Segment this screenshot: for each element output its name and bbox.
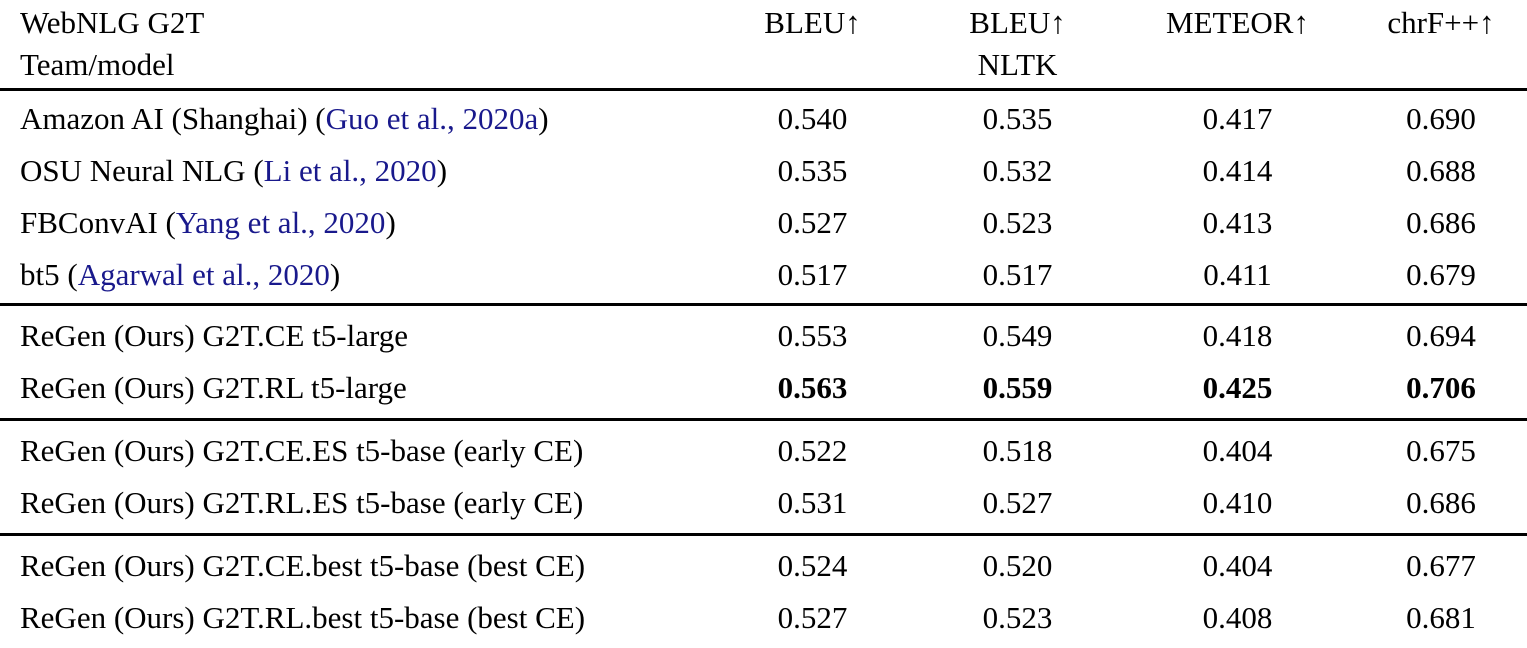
table-row: ReGen (Ours) G2T.RL.best t5-base (best C…: [0, 592, 1527, 644]
metric-value-bleu-nltk: 0.517: [982, 257, 1053, 292]
team-cell: FBConvAI (Yang et al., 2020): [0, 197, 710, 249]
metric-value-meteor: 0.414: [1202, 153, 1273, 188]
group-divider-rule: [0, 303, 1527, 306]
team-name: OSU Neural NLG (: [20, 153, 264, 188]
group-divider-rule: [0, 418, 1527, 421]
metric-value-bleu-nltk: 0.535: [982, 101, 1053, 136]
team-suffix: ): [329, 257, 341, 292]
metric-value-bleu: 0.522: [777, 433, 848, 468]
table-row: ReGen (Ours) G2T.CE.ES t5-base (early CE…: [0, 425, 1527, 477]
table-row: bt5 (Agarwal et al., 2020) 0.517 0.517 0…: [0, 249, 1527, 301]
table-row: ReGen (Ours) G2T.CE.best t5-base (best C…: [0, 540, 1527, 592]
team-cell: ReGen (Ours) G2T.RL.best t5-base (best C…: [0, 592, 710, 644]
metric-value-chrf: 0.694: [1406, 318, 1476, 353]
metric-value-bleu: 0.517: [777, 257, 848, 292]
metric-value-chrf: 0.679: [1406, 257, 1476, 292]
metric-value-bleu: 0.527: [777, 205, 848, 240]
metric-value-bleu-nltk: 0.527: [982, 485, 1053, 520]
table-header: WebNLG G2T Team/model BLEU↑ BLEU↑ NLTK M…: [0, 0, 1527, 88]
table-row: ReGen (Ours) G2T.CE t5-large 0.553 0.549…: [0, 310, 1527, 362]
metric-value-bleu: 0.527: [777, 600, 848, 635]
team-cell: ReGen (Ours) G2T.RL.ES t5-base (early CE…: [0, 477, 710, 529]
metric-value-bleu: 0.553: [777, 318, 848, 353]
team-name: ReGen (Ours) G2T.CE t5-large: [20, 318, 408, 353]
metric-value-meteor: 0.425: [1202, 370, 1273, 405]
column-header-bleu-nltk: BLEU↑ NLTK: [969, 5, 1066, 82]
citation-link[interactable]: Agarwal et al., 2020: [77, 257, 330, 292]
metric-value-chrf: 0.686: [1406, 485, 1476, 520]
team-name: bt5 (: [20, 257, 78, 292]
metric-value-chrf: 0.688: [1406, 153, 1476, 188]
column-header-meteor: METEOR↑: [1166, 5, 1309, 40]
metric-value-bleu: 0.524: [777, 548, 848, 583]
table-group-prior-work: Amazon AI (Shanghai) (Guo et al., 2020a)…: [0, 91, 1527, 303]
table-group-regen-base-early: ReGen (Ours) G2T.CE.ES t5-base (early CE…: [0, 421, 1527, 533]
metric-value-meteor: 0.418: [1202, 318, 1273, 353]
header-rule: [0, 88, 1527, 91]
metric-value-bleu: 0.535: [777, 153, 848, 188]
metric-value-chrf: 0.706: [1406, 370, 1476, 405]
metric-value-bleu-nltk: 0.520: [982, 548, 1053, 583]
metric-value-bleu: 0.531: [777, 485, 848, 520]
metric-value-bleu-nltk: 0.518: [982, 433, 1053, 468]
metric-value-bleu: 0.540: [777, 101, 848, 136]
metric-value-meteor: 0.413: [1202, 205, 1273, 240]
team-name: ReGen (Ours) G2T.RL.best t5-base (best C…: [20, 600, 586, 635]
citation-link[interactable]: Yang et al., 2020: [175, 205, 386, 240]
team-name: FBConvAI (: [20, 205, 176, 240]
column-header-chrf: chrF++↑: [1387, 5, 1495, 40]
team-name: ReGen (Ours) G2T.CE.best t5-base (best C…: [20, 548, 586, 583]
metric-value-chrf: 0.677: [1406, 548, 1476, 583]
table-row: FBConvAI (Yang et al., 2020) 0.527 0.523…: [0, 197, 1527, 249]
metric-value-bleu-nltk: 0.549: [982, 318, 1053, 353]
table-group-regen-base-best: ReGen (Ours) G2T.CE.best t5-base (best C…: [0, 536, 1527, 648]
metric-value-bleu-nltk: 0.559: [982, 370, 1053, 405]
header-team-cell: WebNLG G2T Team/model: [0, 2, 710, 86]
team-name: ReGen (Ours) G2T.RL t5-large: [20, 370, 407, 405]
table-row: OSU Neural NLG (Li et al., 2020) 0.535 0…: [0, 145, 1527, 197]
metric-value-bleu-nltk: 0.523: [982, 600, 1053, 635]
metric-value-chrf: 0.675: [1406, 433, 1476, 468]
metric-value-meteor: 0.417: [1202, 101, 1273, 136]
group-divider-rule: [0, 533, 1527, 536]
metric-value-meteor: 0.404: [1202, 548, 1273, 583]
citation-link[interactable]: Guo et al., 2020a: [325, 101, 539, 136]
metric-value-meteor: 0.408: [1202, 600, 1273, 635]
table-group-regen-large: ReGen (Ours) G2T.CE t5-large 0.553 0.549…: [0, 306, 1527, 418]
metric-value-bleu-nltk: 0.532: [982, 153, 1053, 188]
team-name: ReGen (Ours) G2T.CE.ES t5-base (early CE…: [20, 433, 584, 468]
team-cell: ReGen (Ours) G2T.RL t5-large: [0, 362, 710, 414]
metric-value-chrf: 0.686: [1406, 205, 1476, 240]
metric-value-meteor: 0.410: [1202, 485, 1273, 520]
citation-link[interactable]: Li et al., 2020: [263, 153, 437, 188]
metric-value-meteor: 0.404: [1202, 433, 1273, 468]
metric-value-bleu: 0.563: [777, 370, 848, 405]
team-cell: ReGen (Ours) G2T.CE.ES t5-base (early CE…: [0, 425, 710, 477]
team-name: ReGen (Ours) G2T.RL.ES t5-base (early CE…: [20, 485, 584, 520]
team-model-label: Team/model: [20, 47, 175, 82]
team-suffix: ): [385, 205, 396, 240]
team-cell: ReGen (Ours) G2T.CE t5-large: [0, 310, 710, 362]
table-row-best: ReGen (Ours) G2T.RL t5-large 0.563 0.559…: [0, 362, 1527, 414]
team-cell: OSU Neural NLG (Li et al., 2020): [0, 145, 710, 197]
metric-value-meteor: 0.411: [1203, 257, 1272, 292]
team-suffix: ): [436, 153, 448, 188]
metric-value-chrf: 0.681: [1406, 600, 1476, 635]
team-cell: Amazon AI (Shanghai) (Guo et al., 2020a): [0, 93, 710, 145]
team-cell: bt5 (Agarwal et al., 2020): [0, 249, 710, 301]
team-name: Amazon AI (Shanghai) (: [20, 101, 326, 136]
metric-value-bleu-nltk: 0.523: [982, 205, 1053, 240]
column-header-bleu: BLEU↑: [764, 5, 861, 40]
table-title: WebNLG G2T: [20, 5, 205, 40]
team-suffix: ): [538, 101, 549, 136]
team-cell: ReGen (Ours) G2T.CE.best t5-base (best C…: [0, 540, 710, 592]
table-row: Amazon AI (Shanghai) (Guo et al., 2020a)…: [0, 93, 1527, 145]
table-row: ReGen (Ours) G2T.RL.ES t5-base (early CE…: [0, 477, 1527, 529]
metric-value-chrf: 0.690: [1406, 101, 1476, 136]
